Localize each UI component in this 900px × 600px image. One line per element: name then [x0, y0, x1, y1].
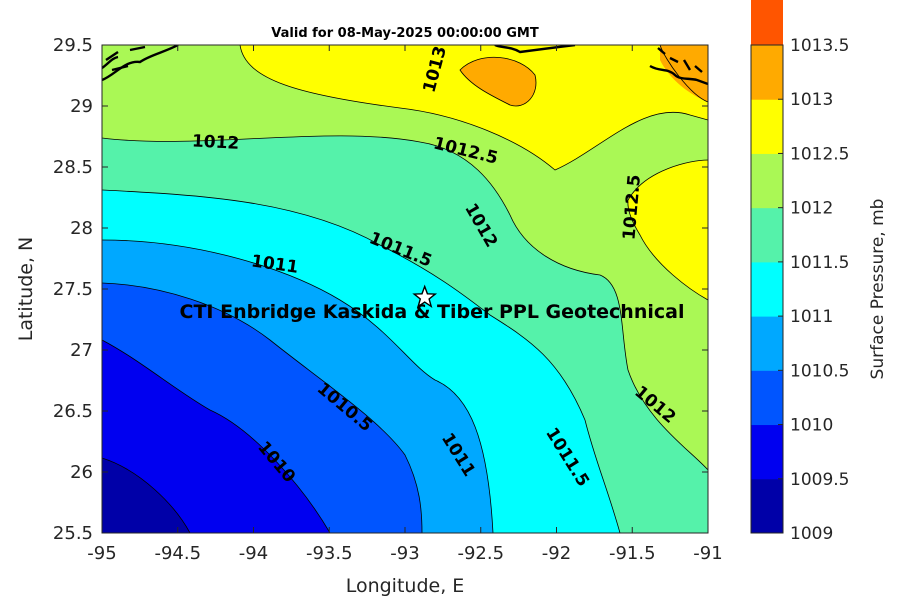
- colorbar: 1009 1009.5 1010 1010.5 1011 1011.5 1012 1012.5…: [750, 0, 849, 544]
- coastline-west-islands: [102, 45, 146, 72]
- contour-line: [102, 189, 621, 533]
- coastline-east-islands: [657, 47, 703, 73]
- x-tick-label: -95: [87, 543, 116, 564]
- colorbar-swatch: [751, 0, 783, 46]
- colorbar-swatch: [751, 424, 783, 480]
- colorbar-frame: [750, 44, 784, 534]
- colorbar-tick-label: 1012.5: [790, 144, 849, 164]
- map-title: Valid for 08-May-2025 00:00:00 GMT: [271, 26, 539, 41]
- contour-line: [459, 56, 537, 107]
- band-1012_5-lobe: [627, 160, 708, 300]
- contour-line: [627, 159, 708, 201]
- y-tick-label: 28: [70, 218, 93, 239]
- contour-line: [239, 45, 708, 171]
- y-axis-label: Latitude, N: [15, 237, 37, 342]
- plot-area: [102, 45, 708, 533]
- colorbar-swatch: [751, 153, 783, 209]
- y-tick-label: 25.5: [53, 523, 93, 544]
- x-tick-label: -94.5: [154, 543, 201, 564]
- colorbar-swatch: [751, 316, 783, 371]
- y-tick-label: 29: [70, 96, 93, 117]
- contour-line: [102, 135, 708, 471]
- star-icon: [412, 284, 438, 309]
- colorbar-tick-label: 1010: [790, 416, 833, 436]
- contour-line: [102, 457, 191, 533]
- colorbar-swatch: [751, 45, 783, 100]
- x-tick-label: -94: [239, 543, 268, 564]
- x-tick-label: -93.5: [306, 543, 353, 564]
- colorbar-swatch: [751, 261, 783, 317]
- contour-label: 1012: [191, 131, 239, 153]
- colorbar-tick-label: 1011: [790, 307, 833, 327]
- x-tick-label: -92.5: [457, 543, 504, 564]
- y-tick-label: 27: [70, 340, 93, 361]
- y-axis-ticks: 25.5 26 26.5 27 27.5 28 28.5 29 29.5: [53, 35, 708, 544]
- band-1013: [460, 57, 536, 106]
- colorbar-tick-label: 1009: [790, 524, 833, 544]
- y-tick-label: 26.5: [53, 401, 93, 422]
- contour-line: [102, 339, 331, 533]
- colorbar-tick-label: 1012: [790, 199, 833, 219]
- y-tick-label: 29.5: [53, 35, 93, 56]
- coastline-center: [494, 45, 576, 54]
- colorbar-tick-label: 1009.5: [790, 470, 849, 490]
- coastline-east: [649, 64, 708, 86]
- colorbar-label: Surface Pressure, mb: [868, 199, 888, 380]
- band-1012_5: [240, 45, 708, 170]
- colorbar-swatch: [751, 207, 783, 263]
- x-tick-label: -92: [542, 543, 571, 564]
- x-axis-label: Longitude, E: [346, 575, 465, 597]
- x-tick-label: -91.5: [609, 543, 656, 564]
- colorbar-swatch: [751, 370, 783, 426]
- colorbar-tick-label: 1010.5: [790, 361, 849, 381]
- y-tick-label: 28.5: [53, 157, 93, 178]
- y-tick-label: 26: [70, 462, 93, 483]
- coastline-west: [102, 45, 179, 82]
- contour-line: [102, 239, 494, 533]
- contour-lines: [102, 45, 708, 533]
- x-axis-ticks: -95 -94.5 -94 -93.5 -93 -92.5 -92 -91.5 -91: [87, 45, 723, 564]
- coastline: [102, 45, 708, 86]
- colorbar-swatch: [751, 99, 783, 154]
- colorbar-tick-label: 1013: [790, 90, 833, 110]
- colorbar-tick-label: 1011.5: [790, 253, 849, 273]
- colorbar-tick-label: 1013.5: [790, 36, 849, 56]
- y-tick-label: 27.5: [53, 279, 93, 300]
- contour-line: [102, 282, 423, 533]
- site-label: CTI Enbridge Kaskida & Tiber PPL Geotech…: [180, 301, 685, 323]
- x-tick-label: -91: [693, 543, 722, 564]
- colorbar-swatch: [751, 478, 783, 534]
- x-tick-label: -93: [390, 543, 419, 564]
- contour-line: [627, 199, 708, 301]
